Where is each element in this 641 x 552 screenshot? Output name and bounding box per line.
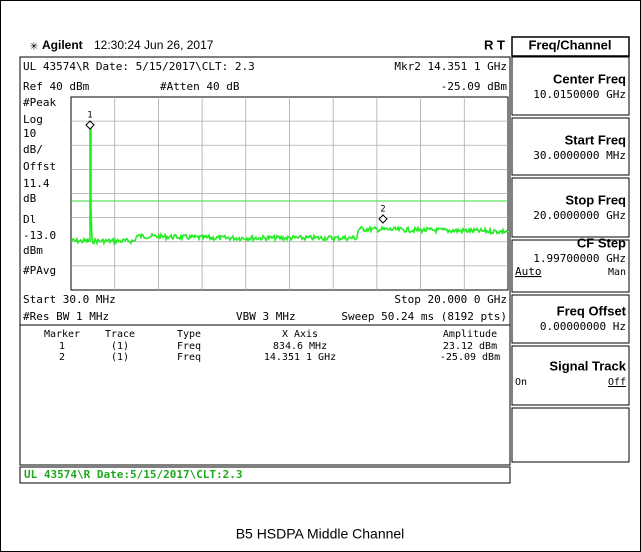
menu-title: Freq/Channel bbox=[528, 37, 611, 52]
softkey-label: Freq Offset bbox=[557, 303, 627, 318]
stop-freq: Stop 20.000 0 GHz bbox=[394, 293, 507, 306]
status-box bbox=[19, 466, 511, 484]
marker-diamond bbox=[85, 120, 95, 130]
softkey-option: Man bbox=[608, 267, 626, 278]
trace bbox=[70, 121, 509, 247]
table-cell: 23.12 dBm bbox=[443, 341, 497, 352]
softkey-value: 1.99700000 GHz bbox=[533, 252, 626, 265]
softkey bbox=[511, 177, 630, 238]
table-cell: (1) bbox=[111, 341, 129, 352]
top-left: UL 43574\R Date: 5/15/2017\CLT: 2.3 bbox=[23, 60, 255, 73]
side-label: -13.0 bbox=[23, 229, 56, 242]
caption: B5 HSDPA Middle Channel bbox=[236, 526, 405, 542]
res-bw: #Res BW 1 MHz bbox=[23, 310, 109, 323]
softkey-option: Auto bbox=[515, 265, 542, 278]
table-cell: 2 bbox=[59, 352, 65, 363]
display-box bbox=[19, 56, 511, 466]
side-label: Dl bbox=[23, 213, 36, 226]
softkey-value: 20.0000000 GHz bbox=[533, 209, 626, 222]
brand: Agilent bbox=[42, 38, 83, 52]
marker-amplitude: -25.09 dBm bbox=[441, 80, 508, 93]
atten: #Atten 40 dB bbox=[160, 80, 240, 93]
marker-label: 1 bbox=[87, 111, 92, 121]
side-label: Offst bbox=[23, 160, 56, 173]
status-bar: UL 43574\R Date:5/15/2017\CLT:2.3 bbox=[24, 468, 243, 481]
softkey-value: 30.0000000 MHz bbox=[533, 149, 626, 162]
softkey-label: CF Step bbox=[577, 235, 626, 250]
table-cell: (1) bbox=[111, 352, 129, 363]
table-cell: 834.6 MHz bbox=[273, 341, 327, 352]
side-label: dB/ bbox=[23, 143, 43, 156]
vbw: VBW 3 MHz bbox=[236, 310, 296, 323]
softkey bbox=[511, 239, 630, 293]
table-header: X Axis bbox=[282, 329, 318, 340]
sweep: Sweep 50.24 ms (8192 pts) bbox=[341, 310, 507, 323]
side-label: #PAvg bbox=[23, 264, 56, 277]
ref-level: Ref 40 dBm bbox=[23, 80, 90, 93]
softkey bbox=[511, 407, 630, 463]
marker-readout: Mkr2 14.351 1 GHz bbox=[394, 60, 507, 73]
softkey-label: Signal Track bbox=[549, 358, 626, 373]
marker-diamond bbox=[378, 214, 388, 224]
time: 12:30:24 Jun 26, 2017 bbox=[94, 38, 214, 52]
side-label: 10 bbox=[23, 127, 36, 140]
marker-label: 2 bbox=[380, 205, 385, 215]
table-cell: 14.351 1 GHz bbox=[264, 352, 336, 363]
start-freq: Start 30.0 MHz bbox=[23, 293, 116, 306]
table-cell: Freq bbox=[177, 352, 201, 363]
softkey-label: Stop Freq bbox=[565, 192, 626, 207]
table-header: Type bbox=[177, 329, 201, 340]
softkey-option: On bbox=[515, 377, 527, 388]
softkey bbox=[511, 56, 630, 116]
table-header: Amplitude bbox=[443, 329, 497, 340]
side-label: dB bbox=[23, 192, 37, 205]
side-label: dBm bbox=[23, 244, 43, 257]
softkey-value: 0.00000000 Hz bbox=[540, 320, 626, 333]
table-header: Trace bbox=[105, 329, 135, 340]
flags: R T bbox=[484, 37, 505, 52]
side-label: 11.4 bbox=[23, 177, 50, 190]
menu-title-box bbox=[511, 36, 630, 57]
table-header: Marker bbox=[44, 329, 80, 340]
logo: ✳ bbox=[30, 39, 38, 54]
softkey bbox=[511, 294, 630, 344]
softkey-value: 10.0150000 GHz bbox=[533, 88, 626, 101]
table-cell: -25.09 dBm bbox=[440, 352, 500, 363]
softkey-label: Start Freq bbox=[565, 132, 626, 147]
softkey bbox=[511, 345, 630, 406]
side-label: Log bbox=[23, 113, 43, 126]
side-label: #Peak bbox=[23, 96, 56, 109]
softkey-label: Center Freq bbox=[553, 71, 626, 86]
softkey-option: Off bbox=[608, 377, 626, 388]
table-cell: Freq bbox=[177, 341, 201, 352]
softkey bbox=[511, 117, 630, 176]
table-cell: 1 bbox=[59, 341, 65, 352]
